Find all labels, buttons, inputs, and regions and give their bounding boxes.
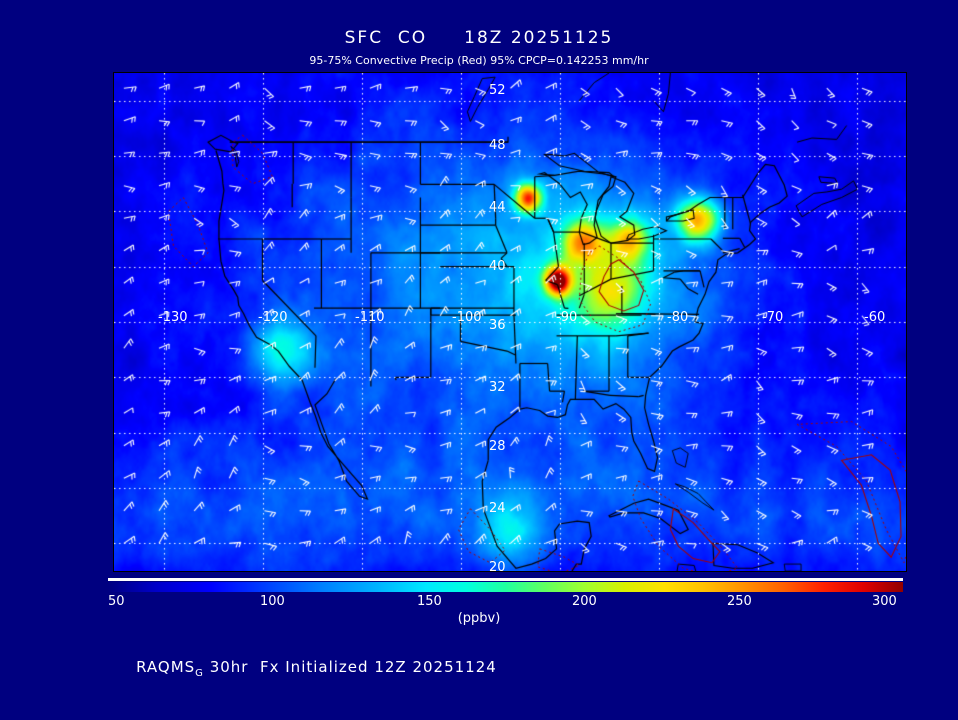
colorbar-units-label: (ppbv) (457, 611, 501, 626)
colorbar-tick-200: 200 (572, 594, 597, 609)
colorbar-tick-300: 300 (872, 594, 897, 609)
page-title: SFC CO 18Z 20251125 (344, 28, 614, 48)
co-concentration-heatmap (114, 73, 906, 571)
colorbar-tick-50: 50 (108, 594, 125, 609)
colorbar-top-rule (108, 578, 903, 581)
colorbar-tick-150: 150 (417, 594, 442, 609)
map-panel[interactable] (113, 72, 907, 572)
colorbar-tick-250: 250 (727, 594, 752, 609)
model-run-text: 30hr Fx Initialized 12Z 20251124 (203, 658, 497, 676)
model-name: RAQMS (136, 658, 196, 676)
model-run-caption: RAQMSG 30hr Fx Initialized 12Z 20251124 (113, 640, 497, 697)
page-subtitle: 95-75% Convective Precip (Red) 95% CPCP=… (309, 54, 649, 67)
colorbar (108, 578, 903, 592)
model-name-subscript: G (195, 668, 204, 679)
colorbar-tick-100: 100 (260, 594, 285, 609)
colorbar-gradient (108, 582, 903, 592)
